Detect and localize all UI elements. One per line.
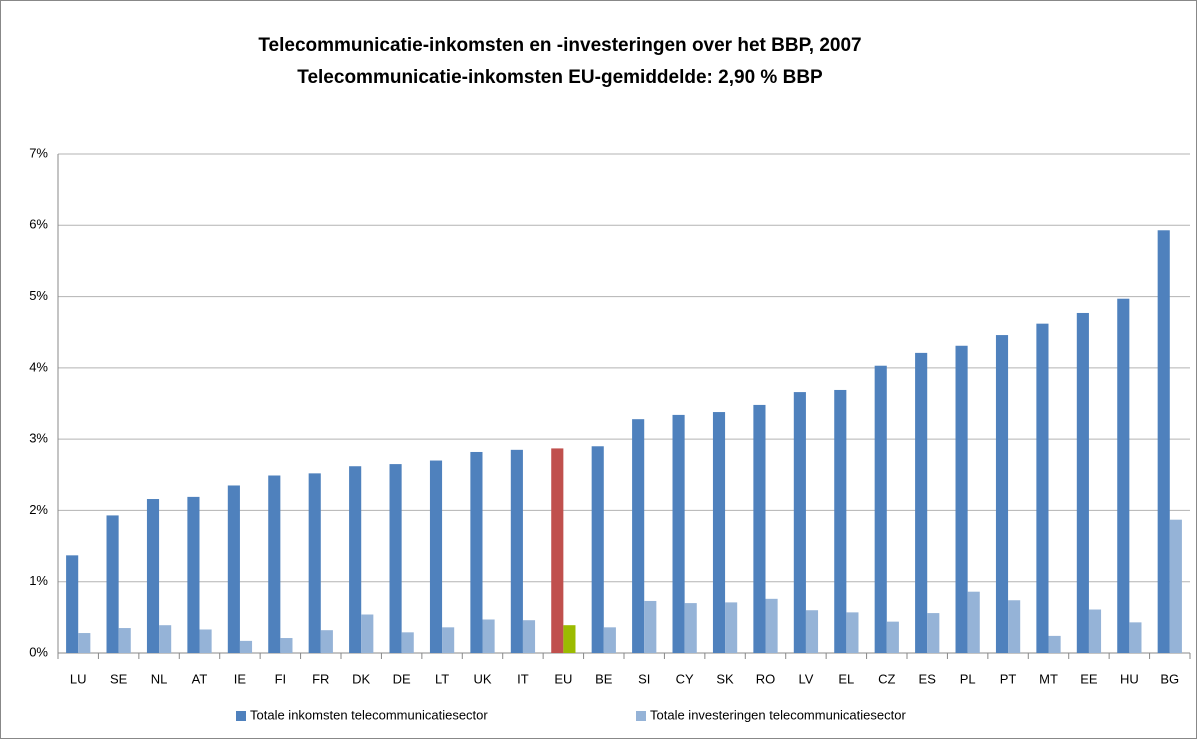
- y-tick-label: 0%: [29, 644, 48, 659]
- bar: [199, 629, 212, 653]
- bar: [1129, 622, 1142, 653]
- chart-title: Telecommunicatie-inkomsten en -investeri…: [258, 35, 861, 56]
- bar: [66, 555, 79, 653]
- x-tick-label: EE: [1080, 671, 1098, 686]
- bar: [915, 352, 928, 653]
- bar: [1076, 312, 1089, 653]
- bar: [522, 620, 536, 653]
- x-tick-label: BG: [1160, 671, 1179, 686]
- bar: [753, 404, 766, 653]
- bar: [886, 621, 899, 653]
- x-tick-label: PL: [960, 671, 976, 686]
- bar: [389, 464, 402, 653]
- bar: [927, 613, 940, 653]
- bar: [563, 625, 576, 653]
- bar: [470, 451, 483, 653]
- bar: [1008, 600, 1021, 653]
- bar: [644, 600, 657, 653]
- bar: [765, 598, 778, 653]
- bar: [118, 628, 131, 653]
- x-tick-label: PT: [1000, 671, 1017, 686]
- y-tick-label: 5%: [29, 288, 48, 303]
- x-tick-label: IT: [517, 671, 529, 686]
- y-tick-label: 1%: [29, 573, 48, 588]
- bar: [78, 633, 91, 653]
- bar: [725, 602, 738, 653]
- bar: [684, 603, 697, 653]
- bar: [1157, 230, 1170, 654]
- bar: [603, 627, 616, 653]
- y-tick-label: 4%: [29, 359, 48, 374]
- x-tick-label: IE: [234, 671, 247, 686]
- bar: [805, 610, 819, 653]
- x-tick-label: CY: [676, 671, 694, 686]
- bar: [955, 345, 968, 653]
- bar: [712, 412, 726, 653]
- bar: [510, 449, 523, 653]
- bar: [280, 638, 293, 653]
- bar: [187, 496, 200, 653]
- x-tick-label: FI: [275, 671, 287, 686]
- y-tick-label: 3%: [29, 431, 48, 446]
- x-tick-label: NL: [151, 671, 168, 686]
- legend-swatch: [636, 711, 646, 721]
- legend-swatch: [236, 711, 246, 721]
- bar: [308, 473, 321, 653]
- x-tick-label: BE: [595, 671, 613, 686]
- y-tick-label: 2%: [29, 502, 48, 517]
- x-tick-label: MT: [1039, 671, 1058, 686]
- bar: [361, 614, 374, 653]
- chart-subtitle: Telecommunicatie-inkomsten EU-gemiddelde…: [297, 67, 823, 88]
- x-tick-label: CZ: [878, 671, 895, 686]
- x-tick-label: DE: [393, 671, 411, 686]
- bar: [551, 448, 564, 653]
- x-tick-label: LV: [798, 671, 813, 686]
- y-tick-label: 6%: [29, 217, 48, 232]
- legend-label: Totale investeringen telecommunicatiesec…: [650, 707, 906, 722]
- bar: [159, 625, 172, 653]
- bar: [834, 389, 847, 653]
- x-tick-label: UK: [473, 671, 491, 686]
- x-tick-label: SK: [716, 671, 734, 686]
- x-tick-label: EU: [554, 671, 572, 686]
- bar: [482, 619, 495, 653]
- x-tick-label: HU: [1120, 671, 1139, 686]
- bar: [1036, 323, 1049, 653]
- bar: [793, 392, 806, 653]
- y-tick-label: 7%: [29, 145, 48, 160]
- bar: [268, 475, 281, 653]
- bar: [106, 515, 119, 653]
- bar: [874, 365, 887, 653]
- bar: [1117, 298, 1130, 653]
- x-tick-label: FR: [312, 671, 329, 686]
- bar: [349, 466, 362, 653]
- x-tick-label: SE: [110, 671, 128, 686]
- bar: [995, 335, 1009, 653]
- x-tick-label: RO: [756, 671, 776, 686]
- x-tick-label: ES: [919, 671, 937, 686]
- bar: [1088, 609, 1102, 653]
- bar: [967, 591, 980, 653]
- bar: [442, 627, 455, 653]
- x-tick-label: EL: [838, 671, 854, 686]
- bar: [846, 612, 859, 653]
- bar: [1169, 519, 1182, 653]
- bar: [320, 630, 333, 653]
- bar: [146, 499, 160, 653]
- x-tick-label: SI: [638, 671, 650, 686]
- x-tick-label: LT: [435, 671, 449, 686]
- x-tick-label: LU: [70, 671, 87, 686]
- legend-label: Totale inkomsten telecommunicatiesector: [250, 707, 488, 722]
- bar: [591, 446, 604, 653]
- bar: [401, 632, 414, 653]
- x-tick-label: DK: [352, 671, 370, 686]
- x-tick-label: AT: [192, 671, 208, 686]
- bar: [227, 485, 240, 653]
- bar: [1048, 635, 1061, 653]
- bar: [239, 640, 253, 653]
- bar: [672, 414, 685, 653]
- bar: [429, 460, 443, 653]
- bar: [632, 419, 645, 653]
